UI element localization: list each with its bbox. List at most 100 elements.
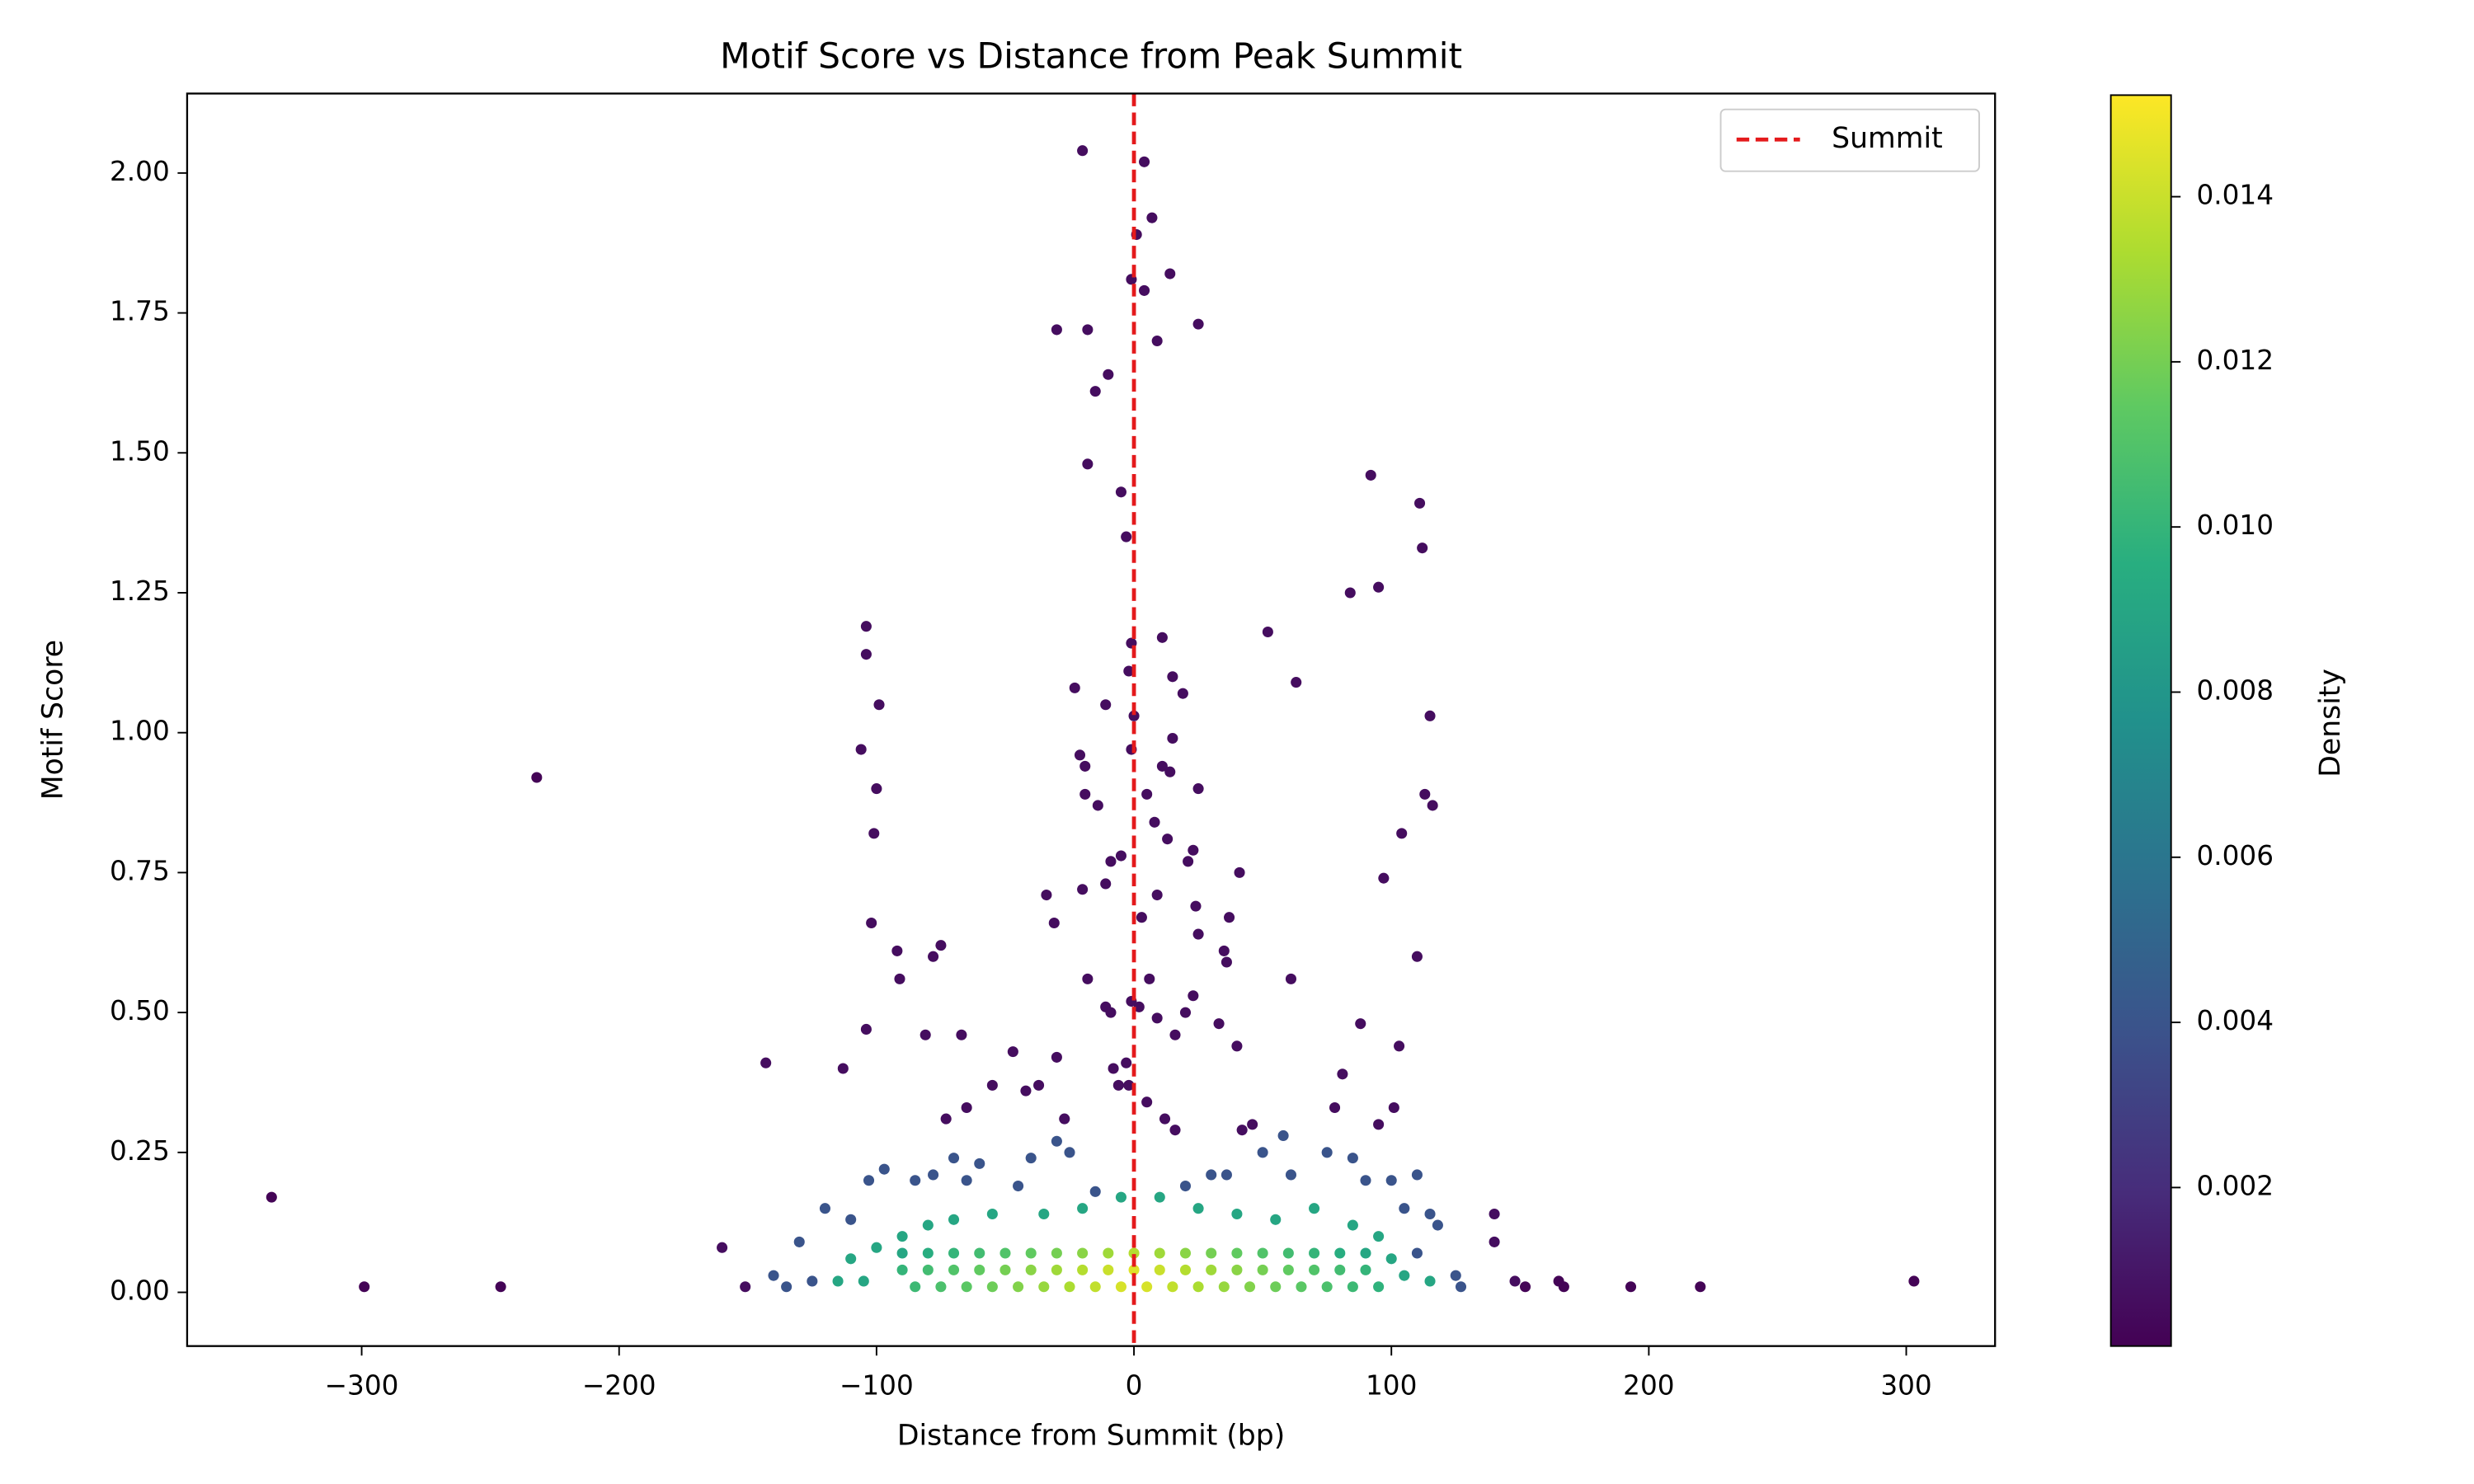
point: [1108, 1063, 1119, 1074]
point: [1285, 1169, 1297, 1181]
point: [863, 1175, 875, 1186]
point: [922, 1219, 934, 1231]
point: [760, 1057, 772, 1068]
point: [1141, 788, 1153, 800]
point: [1141, 1097, 1153, 1108]
point: [1244, 1281, 1256, 1293]
point: [1309, 1247, 1320, 1259]
point: [1344, 587, 1356, 599]
point: [1038, 1281, 1050, 1293]
point: [1048, 917, 1060, 929]
point: [928, 1169, 939, 1181]
colorbar: [2109, 94, 2172, 1347]
point: [1417, 542, 1428, 554]
point: [768, 1270, 779, 1281]
point: [1079, 788, 1091, 800]
point: [1396, 828, 1408, 839]
point: [1082, 458, 1094, 470]
point: [1112, 1079, 1124, 1091]
point: [1144, 973, 1155, 984]
point: [1115, 850, 1126, 862]
point: [1051, 1247, 1062, 1259]
point: [495, 1281, 506, 1293]
point: [1231, 1264, 1243, 1275]
legend: Summit: [1719, 108, 1980, 172]
point: [1231, 1247, 1243, 1259]
point: [1167, 732, 1178, 744]
point: [1141, 1281, 1153, 1293]
point: [1234, 866, 1245, 878]
y-tick-label: 1.25: [110, 575, 170, 607]
point: [1154, 1247, 1165, 1259]
point: [956, 1029, 967, 1040]
point: [1419, 788, 1431, 800]
point: [1164, 268, 1176, 279]
point: [1231, 1208, 1243, 1220]
point: [1270, 1281, 1282, 1293]
point: [1270, 1214, 1282, 1225]
point: [860, 1023, 872, 1036]
point: [940, 1113, 952, 1125]
point: [948, 1247, 960, 1259]
point: [845, 1253, 857, 1265]
colorbar-tick-label: 0.010: [2196, 510, 2274, 541]
colorbar-tick-label: 0.012: [2196, 345, 2274, 376]
point: [961, 1175, 972, 1186]
point: [1360, 1175, 1371, 1186]
point: [1136, 912, 1147, 923]
point: [1128, 1264, 1140, 1275]
point: [1424, 710, 1436, 721]
colorbar-tick-label: 0.002: [2196, 1170, 2274, 1201]
point: [1262, 626, 1273, 638]
point: [1236, 1125, 1248, 1136]
point: [1169, 1125, 1181, 1136]
point: [1183, 856, 1194, 867]
point: [1334, 1247, 1346, 1259]
point: [1103, 1247, 1114, 1259]
point: [807, 1275, 818, 1287]
point: [1105, 1007, 1117, 1018]
point: [1041, 890, 1052, 901]
point: [1077, 1264, 1089, 1275]
point: [986, 1281, 998, 1293]
point: [1167, 1281, 1178, 1293]
point: [1373, 581, 1385, 593]
point: [1149, 816, 1160, 828]
point: [1321, 1281, 1333, 1293]
point: [1123, 665, 1135, 677]
point: [1013, 1181, 1024, 1192]
x-tick-label: 200: [1623, 1370, 1674, 1402]
point: [948, 1153, 960, 1164]
point: [1059, 1113, 1070, 1125]
point: [1159, 1113, 1171, 1125]
point: [871, 1242, 882, 1253]
point: [1347, 1153, 1358, 1164]
point: [1190, 900, 1202, 912]
point: [1373, 1281, 1385, 1293]
point: [1282, 1264, 1294, 1275]
point: [1074, 749, 1086, 761]
point: [999, 1264, 1011, 1275]
point: [860, 621, 872, 632]
point: [1007, 1046, 1018, 1058]
point: [961, 1101, 972, 1114]
point: [1025, 1247, 1037, 1259]
point: [717, 1242, 728, 1253]
point: [1399, 1203, 1410, 1214]
point: [1355, 1018, 1366, 1030]
point: [1121, 1057, 1132, 1068]
point: [1291, 677, 1302, 688]
point: [1179, 1264, 1192, 1275]
point: [1257, 1247, 1268, 1259]
point: [920, 1029, 931, 1040]
point: [1424, 1275, 1436, 1287]
point: [1399, 1270, 1410, 1281]
point: [1373, 1231, 1385, 1242]
point: [1179, 1181, 1192, 1192]
point: [1309, 1264, 1320, 1275]
point: [845, 1214, 857, 1225]
point: [1069, 682, 1080, 693]
point: [1115, 486, 1126, 498]
point: [871, 783, 882, 795]
point: [1188, 990, 1199, 1002]
